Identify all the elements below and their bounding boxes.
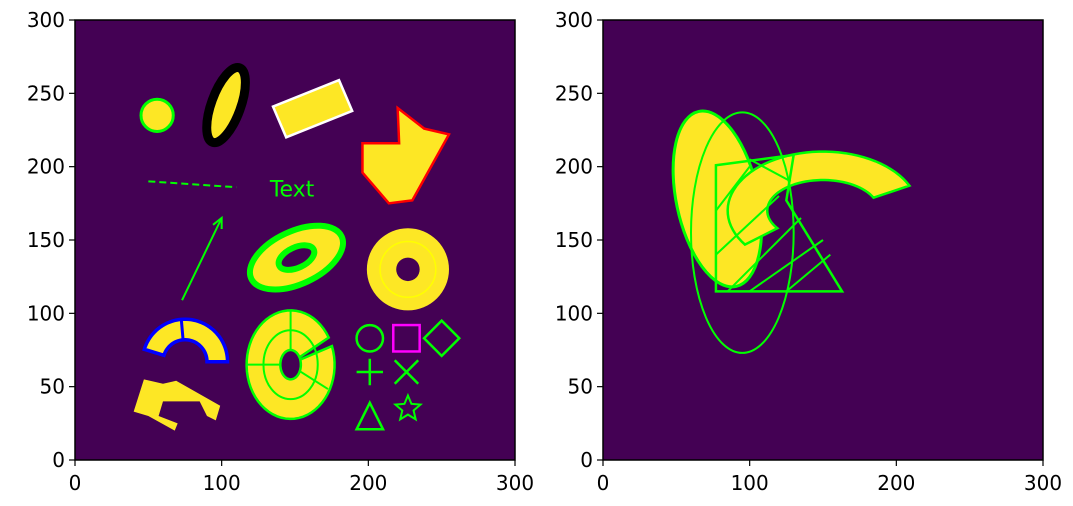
arc-shape [142,317,230,364]
polygon-shape [361,105,451,205]
x-tick-label: 200 [877,471,915,495]
overlay-ellipse [690,111,795,354]
x-tick-label: 100 [731,471,769,495]
y-tick-label: 100 [555,301,593,325]
annulus-circle-ring [379,240,437,298]
quad-outline [714,153,845,293]
triangle-marker [354,400,386,431]
annulus-ellipse [246,222,347,293]
x-tick-label: 100 [203,471,241,495]
panel-1: Text 0 100 200 300 0 50 100 150 200 250 300 [27,8,534,495]
hatch-line [749,239,824,293]
y-tick-label: 150 [27,228,65,252]
arrow-line [181,217,223,301]
hatch-line [715,195,780,256]
c-ellipse-shape [245,309,336,421]
hatch-line [715,166,751,212]
diamond-marker [422,318,462,358]
y-tick-label: 0 [52,448,65,472]
x-tick-label: 0 [69,471,82,495]
rectangle-shape [271,78,354,139]
ellipse-shape [202,63,250,148]
x-tick-label: 200 [349,471,387,495]
arrow-head [212,215,223,230]
y-tick-label: 250 [27,81,65,105]
plus-marker [356,358,383,386]
text-annotation: Text [269,178,315,203]
star-marker [392,392,423,422]
y-tick-label: 150 [555,228,593,252]
y-tick-label: 50 [40,375,65,399]
arc-divider [179,319,185,340]
square-marker [392,323,421,353]
hatch-line [726,217,802,293]
panel-2: 0 100 200 300 0 50 100 150 200 250 300 [555,8,1062,495]
hatch-lines [715,158,831,293]
y-tick-label: 50 [568,375,593,399]
dashed-line [148,180,237,189]
y-tick-label: 0 [580,448,593,472]
hatch-line [749,158,792,183]
annulus-inner [275,242,318,273]
x-marker [393,359,420,385]
y-tick-label: 300 [27,8,65,32]
circle-marker [355,323,385,353]
c-arc-shape [726,150,912,247]
c-ellipse-divider [298,369,329,390]
y-tick-label: 200 [27,155,65,179]
x-tick-label: 300 [1024,471,1062,495]
x-tick-label: 300 [496,471,534,495]
x-tick-label: 0 [597,471,610,495]
annulus-circle-hole [396,257,420,282]
image-content: Text [133,63,462,431]
pixel-g-shape [133,379,221,431]
circle-shape [139,97,175,133]
image-content [671,109,912,354]
y-tick-label: 100 [27,301,65,325]
y-tick-label: 200 [555,155,593,179]
y-tick-label: 250 [555,81,593,105]
hatch-line [785,253,831,293]
y-tick-label: 300 [555,8,593,32]
